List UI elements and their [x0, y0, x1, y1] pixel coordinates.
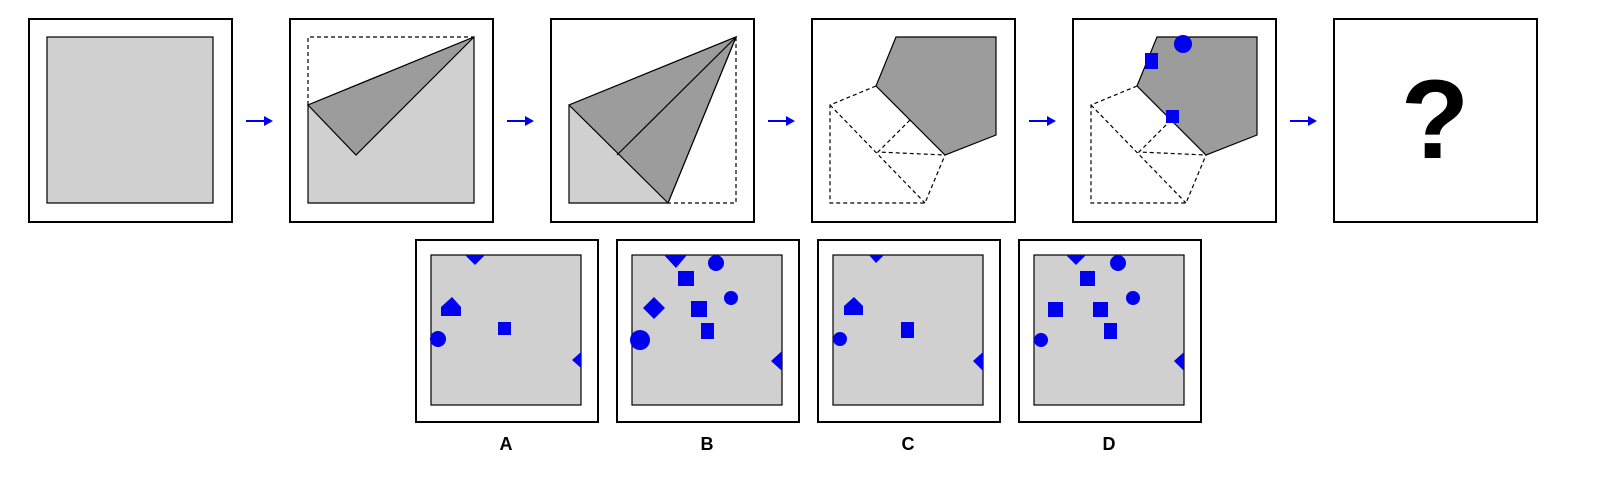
step-6-panel: ?: [1333, 18, 1538, 223]
step-4-panel: [811, 18, 1016, 223]
folded-flap: [875, 36, 997, 156]
arrow-4: [1029, 116, 1056, 126]
hole-pentagon: [844, 297, 863, 315]
hole-circle: [833, 332, 847, 346]
folded-away-outline: [1090, 85, 1207, 204]
folded-flap: [306, 36, 475, 156]
hole-square: [691, 301, 707, 317]
option-b[interactable]: B: [616, 239, 800, 454]
folded-away-outline: [829, 85, 946, 204]
option-d[interactable]: D: [1018, 239, 1202, 454]
hole-square: [1104, 323, 1117, 339]
arrow-1: [246, 116, 273, 126]
panel-frame: [1333, 18, 1538, 223]
fold-crease: [616, 36, 737, 156]
hole-triangle: [869, 255, 884, 263]
step-2-panel: [289, 18, 494, 223]
step-1-panel: [28, 18, 233, 223]
option-c[interactable]: C: [817, 239, 1001, 454]
hole-square: [1080, 271, 1095, 286]
folded-away-outline: [668, 37, 737, 204]
arrow-2: [507, 116, 534, 126]
step-3-panel: [550, 18, 755, 223]
hole-triangle: [572, 352, 581, 368]
hole-triangle: [973, 352, 983, 371]
paper-sheet: [46, 36, 214, 204]
hole-square: [1166, 110, 1179, 123]
hole-circle: [1034, 333, 1048, 347]
hole-circle: [630, 330, 650, 350]
hole-square: [1145, 53, 1158, 69]
hole-triangle: [465, 255, 485, 265]
question-mark: ?: [1401, 57, 1469, 182]
option-label: A: [500, 434, 513, 454]
option-label: C: [902, 434, 915, 454]
hole-circle: [1174, 35, 1192, 53]
hole-triangle: [1066, 255, 1086, 265]
hole-triangle: [1174, 352, 1184, 371]
hole-square: [1048, 302, 1063, 317]
hole-triangle: [771, 351, 782, 371]
option-sheet: [631, 254, 783, 406]
hole-triangle: [664, 255, 687, 268]
hole-square: [901, 322, 914, 338]
hole-circle: [708, 255, 724, 271]
hole-diamond: [643, 297, 665, 319]
arrow-3: [768, 116, 795, 126]
option-a[interactable]: A: [415, 239, 599, 454]
hidden-crease: [1137, 119, 1207, 156]
hidden-crease: [829, 104, 926, 204]
step-5-panel: [1072, 18, 1277, 223]
option-label: D: [1103, 434, 1116, 454]
hole-circle: [1126, 291, 1140, 305]
hole-circle: [1110, 255, 1126, 271]
hole-square: [1093, 302, 1108, 317]
arrow-5: [1290, 116, 1317, 126]
option-label: B: [701, 434, 714, 454]
hole-square: [498, 322, 511, 335]
folded-away-outline: [307, 36, 474, 105]
hole-circle: [430, 331, 446, 347]
hidden-crease: [1090, 104, 1187, 204]
hole-square: [701, 323, 714, 339]
hole-square: [678, 271, 694, 286]
folded-flap: [1136, 36, 1258, 156]
hole-pentagon: [441, 297, 461, 316]
hole-circle: [724, 291, 738, 305]
hidden-crease: [876, 119, 946, 156]
